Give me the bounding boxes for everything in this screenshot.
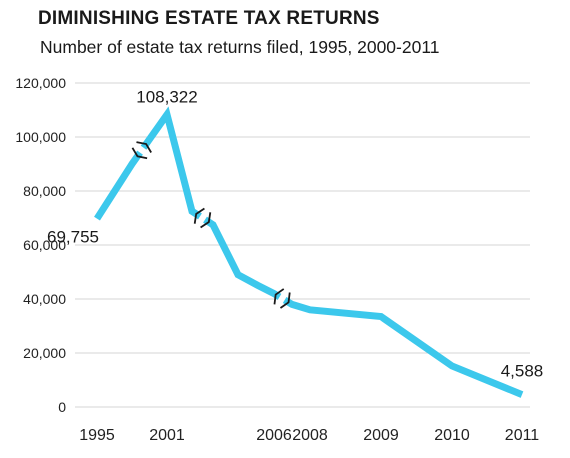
x-tick-label: 2009 bbox=[363, 427, 399, 444]
x-tick-label: 1995 bbox=[79, 427, 115, 444]
data-label: 4,588 bbox=[501, 362, 544, 381]
data-labels: 69,755 108,322 4,588 bbox=[47, 88, 543, 381]
axis-break bbox=[193, 207, 212, 229]
series-line bbox=[94, 106, 524, 398]
break-tick bbox=[279, 292, 291, 309]
break-tick bbox=[200, 212, 212, 229]
x-tick-label: 2010 bbox=[434, 427, 470, 444]
break-gap bbox=[197, 212, 208, 224]
y-tick-label: 40,000 bbox=[23, 291, 66, 307]
data-label: 69,755 bbox=[47, 228, 99, 247]
y-tick-label: 80,000 bbox=[23, 183, 66, 199]
x-tick-label: 2008 bbox=[292, 427, 328, 444]
axis-break bbox=[131, 141, 152, 160]
y-tick-label: 0 bbox=[58, 399, 66, 415]
break-tick bbox=[131, 147, 148, 160]
y-tick-label: 100,000 bbox=[15, 129, 66, 145]
gridlines bbox=[75, 82, 530, 408]
break-tick bbox=[193, 207, 205, 224]
chart-title: DIMINISHING ESTATE TAX RETURNS bbox=[38, 8, 380, 29]
x-tick-label: 2011 bbox=[505, 427, 540, 444]
break-tick bbox=[136, 141, 152, 153]
y-tick-label: 60,000 bbox=[23, 237, 66, 253]
chart-subtitle: Number of estate tax returns filed, 1995… bbox=[40, 37, 440, 57]
y-tick-label: 120,000 bbox=[15, 75, 66, 91]
break-tick bbox=[273, 288, 285, 305]
axis-break bbox=[273, 288, 291, 309]
y-tick-label: 20,000 bbox=[23, 345, 66, 361]
x-tick-label: 2001 bbox=[149, 427, 185, 444]
y-axis-ticks: 0 20,000 40,000 60,000 80,000 100,000 120,000 bbox=[15, 75, 66, 415]
break-gap bbox=[276, 292, 288, 305]
data-label: 108,322 bbox=[136, 88, 197, 107]
x-axis-ticks: 1995 2001 2006 2008 2009 2010 2011 bbox=[79, 427, 539, 444]
x-tick-label: 2006 bbox=[256, 427, 292, 444]
axis-break-marks bbox=[131, 141, 291, 309]
break-gap bbox=[135, 144, 148, 156]
